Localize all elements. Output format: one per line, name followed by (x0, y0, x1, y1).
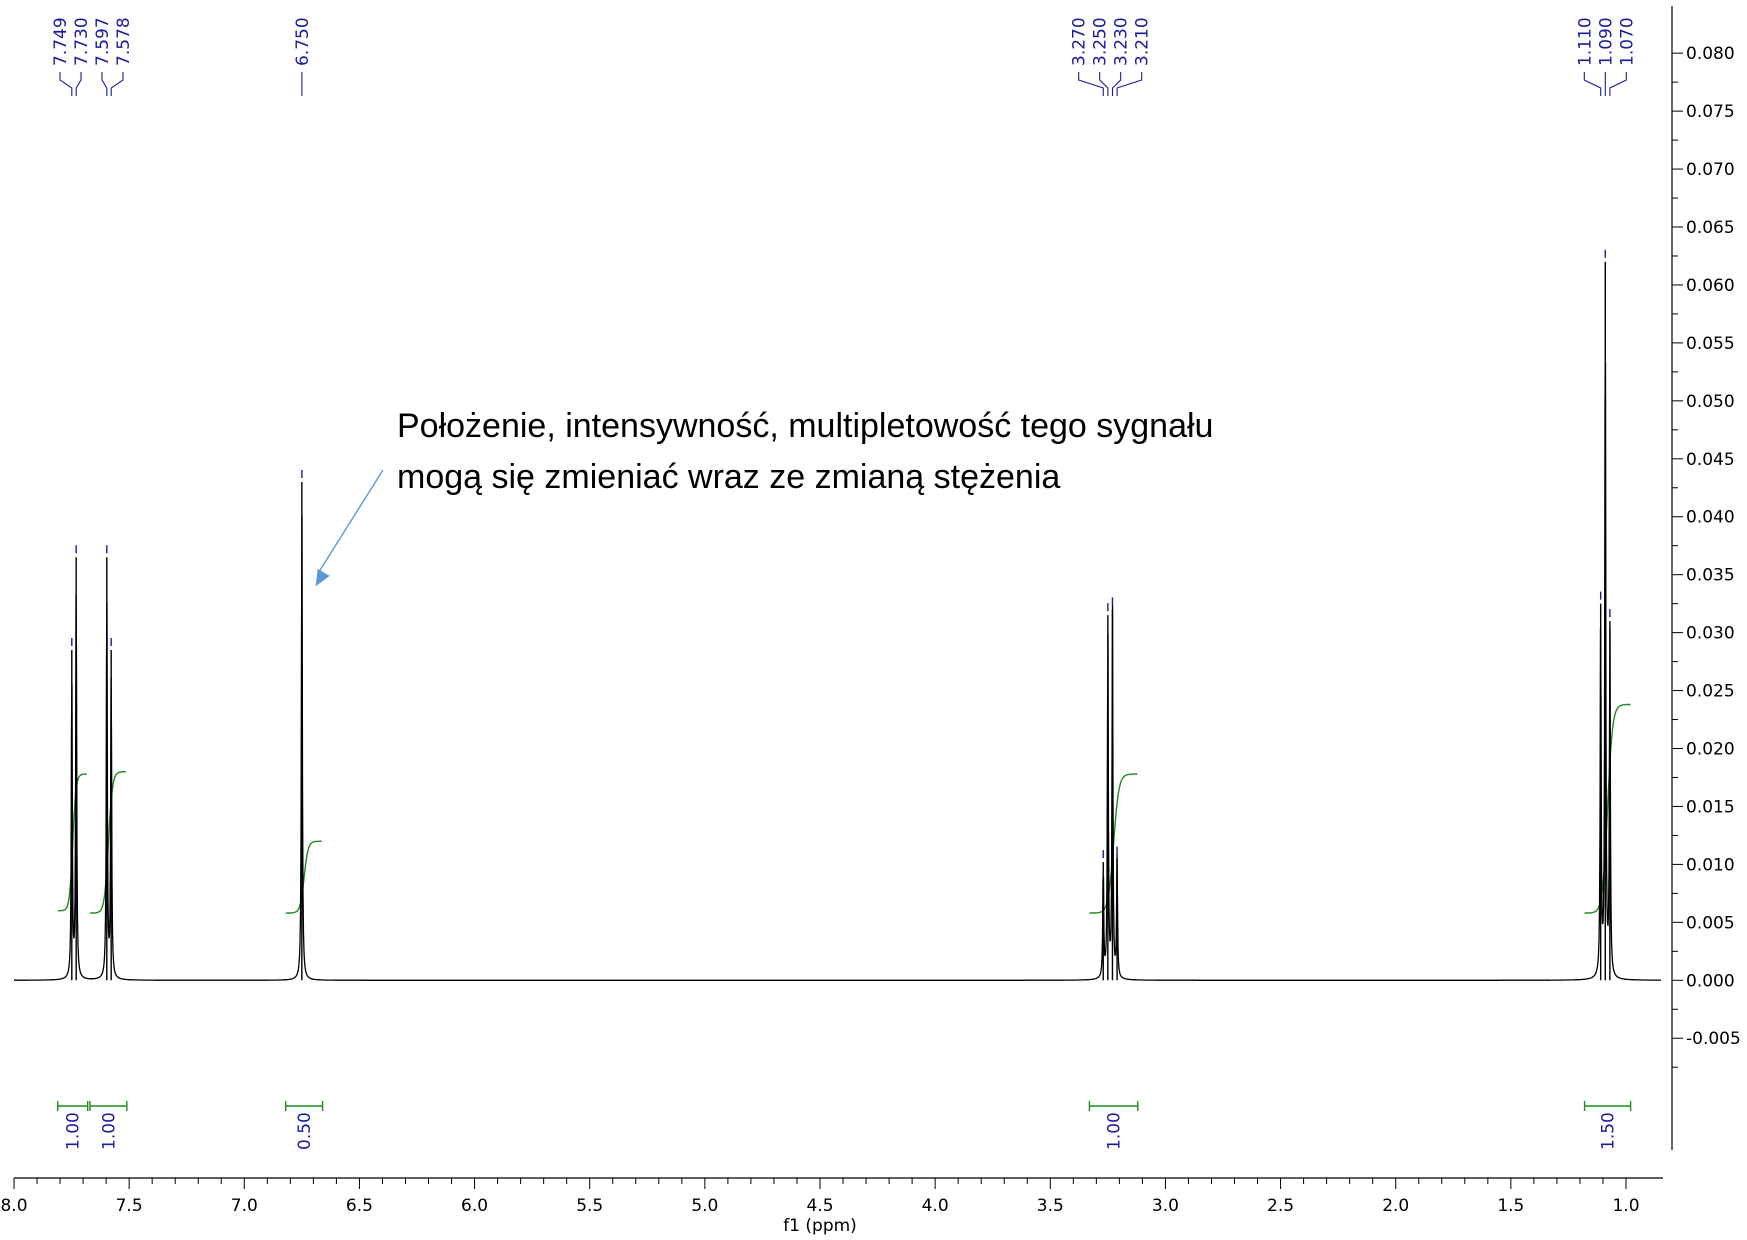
integral-curve (1585, 705, 1631, 914)
peak-label-connector (1610, 72, 1626, 96)
x-tick-label: 5.0 (691, 1196, 718, 1216)
x-tick-label: 7.0 (231, 1196, 258, 1216)
spectrum-trace (14, 363, 1661, 981)
x-tick-label: 2.0 (1382, 1196, 1409, 1216)
y-tick-label: 0.005 (1686, 913, 1735, 933)
peak-label: 3.230 (1112, 17, 1132, 66)
integral-value-label: 1.00 (99, 1112, 119, 1150)
peak-labels-group: 7.749 7.730 7.597 7.578 6.750 3.270 3.250 3.230… (51, 17, 1637, 96)
y-tick-label: 0.080 (1686, 44, 1735, 64)
annotation-group: Położenie, intensywność, multipletowość … (316, 407, 1214, 586)
y-tick-label: 0.035 (1686, 566, 1735, 586)
annotation-line-1: Położenie, intensywność, multipletowość … (397, 407, 1213, 445)
peak-label: 1.070 (1617, 17, 1637, 66)
peak-label: 1.110 (1575, 17, 1595, 66)
y-tick-label: 0.020 (1686, 740, 1735, 760)
x-tick-label: 8.0 (0, 1196, 27, 1216)
y-tick-label: 0.050 (1686, 392, 1735, 412)
x-tick-label: 1.5 (1497, 1196, 1524, 1216)
x-tick-label: 4.0 (922, 1196, 949, 1216)
peak-label-connector (1584, 72, 1600, 96)
annotation-arrow-head (316, 569, 330, 586)
y-tick-label: -0.005 (1686, 1029, 1741, 1049)
y-tick-label: 0.070 (1686, 160, 1735, 180)
peak-label: 1.090 (1596, 17, 1616, 66)
annotation-line-2: mogą się zmieniać wraz ze zmianą stężeni… (397, 458, 1060, 496)
integral-value-label: 1.00 (64, 1112, 84, 1150)
peak-label-connector (76, 72, 81, 96)
y-tick-label: 0.075 (1686, 102, 1735, 122)
x-axis-title: f1 (ppm) (783, 1216, 857, 1236)
peak-label: 3.250 (1091, 17, 1111, 66)
integral-value-label: 0.50 (295, 1112, 315, 1150)
x-tick-label: 1.0 (1612, 1196, 1639, 1216)
y-tick-label: 0.040 (1686, 508, 1735, 528)
peak-label: 7.578 (114, 17, 134, 66)
x-tick-label: 3.0 (1152, 1196, 1179, 1216)
y-tick-label: 0.030 (1686, 624, 1735, 644)
peak-label: 7.749 (51, 17, 71, 66)
peak-label: 6.750 (293, 17, 313, 66)
y-tick-label: 0.055 (1686, 334, 1735, 354)
x-tick-label: 7.5 (116, 1196, 143, 1216)
y-tick-label: 0.060 (1686, 276, 1735, 296)
peak-label: 3.270 (1070, 17, 1090, 66)
peak-label-connector (102, 72, 107, 96)
x-tick-label: 2.5 (1267, 1196, 1294, 1216)
x-tick-label: 3.5 (1037, 1196, 1064, 1216)
peak-label-connector (60, 72, 72, 96)
integrals-group: 1.00 1.00 0.50 1.00 1.50 (58, 705, 1631, 1151)
y-tick-label: 0.000 (1686, 971, 1735, 991)
y-tick-label: 0.015 (1686, 797, 1735, 817)
x-tick-label: 6.0 (461, 1196, 488, 1216)
y-tick-label: 0.010 (1686, 855, 1735, 875)
integral-value-label: 1.00 (1105, 1112, 1125, 1150)
peak-label: 3.210 (1133, 17, 1153, 66)
y-tick-label: 0.065 (1686, 218, 1735, 238)
peak-label: 7.730 (72, 17, 92, 66)
integral-value-label: 1.50 (1599, 1112, 1619, 1150)
y-tick-label: 0.045 (1686, 450, 1735, 470)
x-tick-label: 4.5 (806, 1196, 833, 1216)
x-tick-label: 6.5 (346, 1196, 373, 1216)
annotation-arrow-line (319, 470, 383, 572)
axes-group: 8.0 7.5 7.0 6.5 6.0 5.5 5.0 4.5 4.0 3.5 3.0 2.5 2.0 1… (0, 6, 1740, 1216)
x-tick-label: 5.5 (576, 1196, 603, 1216)
peak-label: 7.597 (93, 17, 113, 66)
y-tick-label: 0.025 (1686, 682, 1735, 702)
spectrum-group (14, 250, 1661, 981)
peak-label-connector (111, 72, 123, 96)
